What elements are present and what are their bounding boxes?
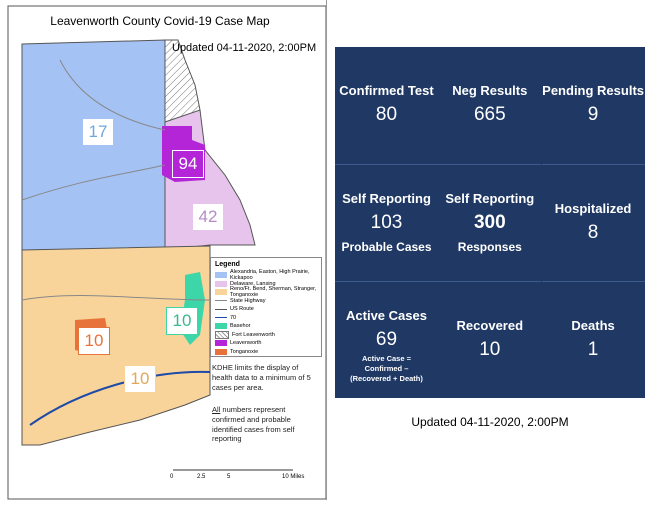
- legend-swatch: [215, 348, 227, 355]
- note: All numbers represent confirmed and prob…: [212, 405, 317, 444]
- interstate: [29, 370, 211, 426]
- legend-label: State Highway: [230, 297, 266, 304]
- legend-label: Alexandria, Easton, High Prairie, Kickap…: [230, 269, 310, 282]
- region-label: 42: [192, 203, 224, 231]
- stat-value: 103: [370, 212, 403, 233]
- legend-swatch: [215, 272, 227, 279]
- legend-swatch: [215, 300, 227, 302]
- legend-label: Fort Leavenworth: [232, 331, 275, 338]
- map-title: Leavenworth County Covid-19 Case Map: [50, 14, 270, 28]
- legend-swatch: [215, 323, 227, 330]
- legend-item: Leavenworth: [215, 339, 321, 348]
- scale-label: 5: [227, 474, 231, 480]
- stat-value: 9: [587, 104, 599, 125]
- legend-label: Delaware, Lansing: [230, 280, 276, 287]
- stat-label: Deaths: [571, 318, 615, 333]
- legend-item: Delaware, Lansing: [215, 280, 321, 289]
- stat-value: 10: [479, 339, 501, 360]
- stat-label: Active Cases: [346, 308, 427, 323]
- legend-item: Tonganoxie: [215, 348, 321, 357]
- legend-swatch: [215, 340, 227, 347]
- region-label: 94: [172, 150, 204, 178]
- legend-label: 70: [230, 314, 237, 321]
- dashboard-updated: Updated 04-11-2020, 2:00PM: [411, 415, 569, 429]
- region-label: 10: [78, 327, 110, 355]
- scale-label: 0: [170, 474, 174, 480]
- scale-label: 2.5: [197, 474, 206, 480]
- note-text: numbers represent confirmed and probable…: [212, 405, 295, 444]
- stat-value: 80: [375, 104, 398, 125]
- legend-swatch: [215, 280, 227, 287]
- note-emphasis: All: [212, 405, 221, 414]
- stat-label: Self Reporting: [445, 191, 535, 206]
- dashboard: Confirmed Test 80 Neg Results 665 Pending Re…: [335, 47, 645, 398]
- stat-value: 1: [587, 339, 599, 360]
- stat-cell: Pending Results 9: [542, 47, 645, 164]
- legend-label: Reno/Ft. Bend, Sherman, Stranger, Tongan…: [230, 286, 317, 299]
- legend-item: Reno/Ft. Bend, Sherman, Stranger, Tongan…: [215, 286, 321, 299]
- scale-label: 10 Miles: [282, 474, 305, 480]
- divider: [326, 0, 327, 500]
- stat-value: 8: [587, 222, 599, 243]
- legend-item: 70: [215, 314, 321, 323]
- stat-label: Self Reporting: [342, 191, 431, 206]
- stat-label: Recovered: [456, 318, 524, 333]
- stat-value: 69: [375, 329, 398, 350]
- stat-sub: Responses: [457, 240, 522, 254]
- stat-cell: Self Reporting 103 Probable Cases: [335, 164, 438, 282]
- legend-swatch: [215, 289, 227, 296]
- stat-cell: Neg Results 665: [438, 47, 541, 164]
- note: KDHE limits the display of health data t…: [212, 363, 311, 392]
- region-label: 10: [166, 307, 198, 335]
- legend-label: US Route: [230, 306, 254, 313]
- roads: [21, 59, 211, 301]
- legend-title: Legend: [215, 261, 240, 268]
- stat-cell: Confirmed Test 80: [335, 47, 438, 164]
- stat-cell: Self Reporting 300 Responses: [438, 164, 542, 282]
- stat-cell: Hospitalized 8: [541, 164, 645, 282]
- legend-item: US Route: [215, 305, 321, 314]
- legend-label: Basehor: [230, 323, 251, 330]
- region-south: [21, 245, 211, 446]
- legend-label: Tonganoxie: [230, 348, 259, 355]
- legend: Legend Alexandria, Easton, High Prairie,…: [210, 257, 322, 357]
- legend-swatch: [215, 308, 227, 310]
- region-label: 17: [82, 118, 114, 146]
- stat-label: Hospitalized: [554, 201, 632, 216]
- stat-cell: Recovered 10: [438, 281, 542, 399]
- stat-label: Neg Results: [452, 83, 528, 98]
- stat-label: Confirmed Test: [339, 83, 434, 98]
- stat-cell: Active Cases 69 Active Case = Confirmed – …: [335, 281, 438, 399]
- region-label: 10: [124, 365, 156, 393]
- legend-swatch: [215, 330, 229, 339]
- legend-swatch: [215, 317, 227, 319]
- stat-value: 665: [473, 104, 506, 125]
- stat-label: Pending Results: [542, 83, 645, 98]
- stat-cell: Deaths 1: [541, 281, 645, 399]
- stat-value: 300: [473, 212, 506, 233]
- stat-note: Active Case = Confirmed – (Recovered + D…: [350, 354, 423, 384]
- stat-sub: Probable Cases: [341, 240, 432, 254]
- legend-item: Fort Leavenworth: [215, 330, 321, 340]
- legend-item: Basehor: [215, 322, 321, 331]
- legend-label: Leavenworth: [230, 340, 262, 347]
- legend-item: State Highway: [215, 297, 321, 306]
- legend-item: Alexandria, Easton, High Prairie, Kickap…: [215, 269, 321, 282]
- map-updated: Updated 04-11-2020, 2:00PM: [172, 42, 317, 54]
